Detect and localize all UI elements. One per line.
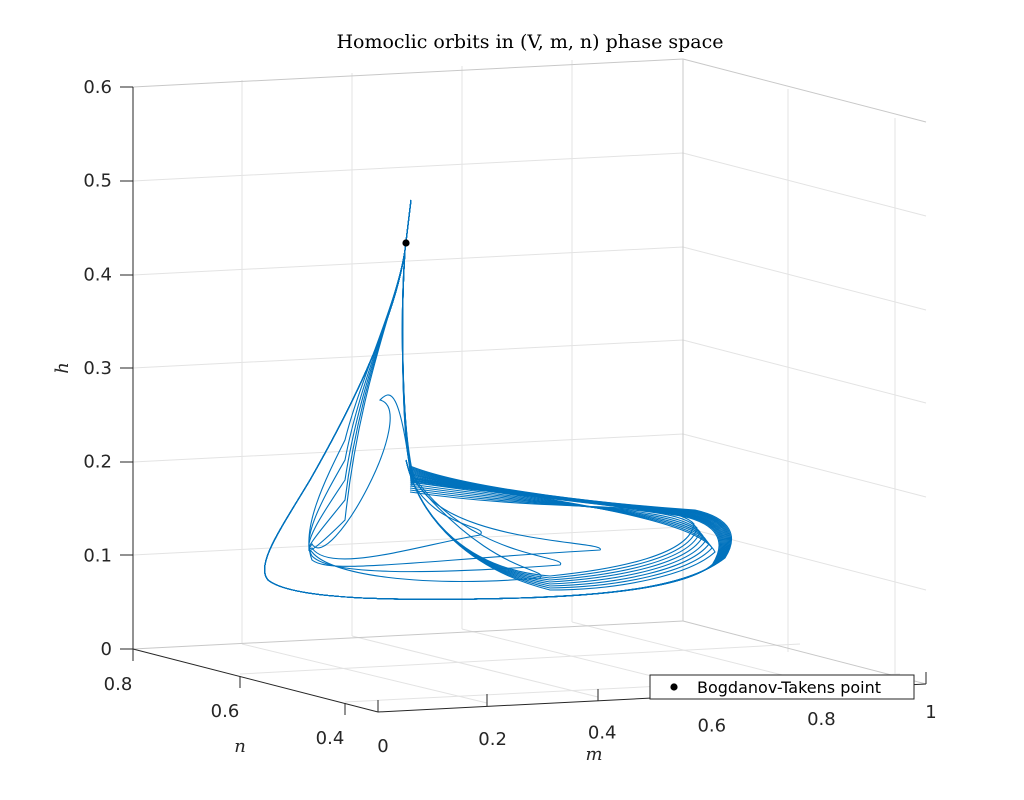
y-tick-label: 0.4: [316, 728, 345, 749]
x-tick-label: 1: [925, 702, 936, 723]
z-tick-label: 0: [101, 639, 112, 660]
grid-line: [132, 339, 927, 404]
chart-title: Homoclic orbits in (V, m, n) phase space: [336, 31, 723, 53]
legend-label: Bogdanov-Takens point: [697, 678, 881, 697]
legend: Bogdanov-Takens point: [649, 674, 915, 700]
x-axis-label: m: [585, 744, 602, 765]
box-edge: [132, 620, 684, 650]
orbit-line: [308, 249, 413, 552]
z-tick-labels: 0 0.1 0.2 0.3 0.4 0.5 0.6: [83, 77, 112, 660]
legend-box: [649, 674, 915, 700]
y-axis-line: [132, 648, 379, 713]
orbit-line: [263, 199, 727, 600]
bogdanov-takens-point: [402, 239, 410, 247]
legend-marker: [670, 683, 678, 691]
grid-line: [239, 643, 801, 675]
orbit-line: [263, 199, 724, 600]
axis-lines: [120, 86, 927, 715]
orbit-line: [263, 199, 731, 600]
grid-line: [132, 433, 927, 498]
x-tick-label: 0.2: [478, 729, 507, 750]
z-tick-label: 0.1: [83, 545, 112, 566]
grid-line: [241, 643, 488, 704]
orbit-line: [263, 199, 733, 600]
orbit-line: [263, 199, 726, 600]
orbit-line: [263, 199, 730, 600]
orbit-line: [263, 199, 725, 600]
z-tick-label: 0.4: [83, 264, 112, 285]
grid-line: [351, 635, 599, 698]
y-tick-label: 0.6: [211, 701, 240, 722]
box-edge: [132, 58, 684, 88]
orbit-line: [263, 199, 729, 600]
grid-lines: [132, 60, 927, 704]
y-tick-labels: 0.4 0.6 0.8: [104, 674, 345, 749]
grid-line: [132, 152, 927, 217]
y-tick-label: 0.8: [104, 674, 133, 695]
x-tick-label: 0.8: [807, 709, 836, 730]
x-tick-labels: 0 0.2 0.4 0.6 0.8 1: [377, 702, 936, 757]
z-tick-label: 0.2: [83, 452, 112, 473]
grid-line: [571, 621, 819, 685]
z-tick-label: 0.6: [83, 77, 112, 98]
grid-line: [132, 246, 927, 311]
z-axis-label: h: [52, 362, 73, 374]
box-edge: [682, 620, 927, 685]
z-tick-label: 0.3: [83, 358, 112, 379]
orbit-series: [263, 199, 733, 600]
orbit-line: [263, 199, 732, 600]
box-edge: [682, 58, 927, 123]
x-tick-label: 0: [377, 736, 388, 757]
z-tick-label: 0.5: [83, 171, 112, 192]
x-tick-label: 0.6: [697, 716, 726, 737]
orbit-line: [263, 199, 728, 600]
axes-box: [132, 58, 927, 685]
y-axis-label: n: [234, 736, 246, 757]
x-tick-label: 0.4: [588, 722, 617, 743]
orbit-line: [405, 459, 695, 577]
orbit-line: [308, 249, 482, 560]
